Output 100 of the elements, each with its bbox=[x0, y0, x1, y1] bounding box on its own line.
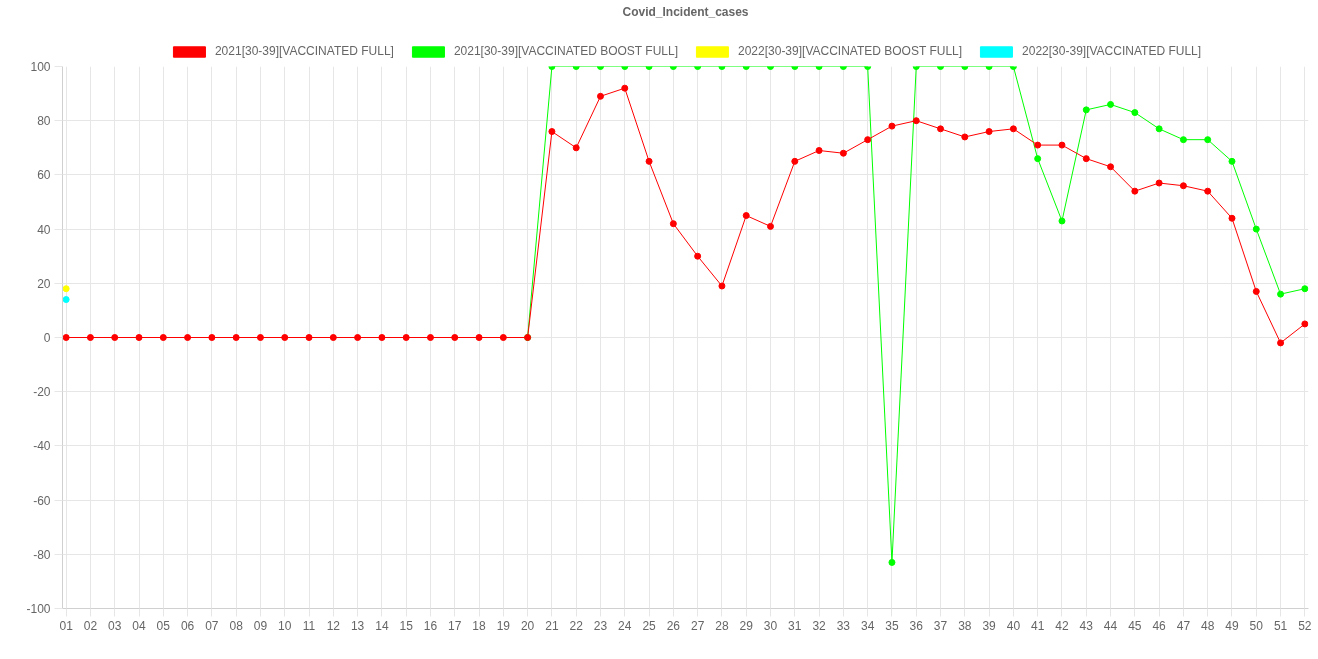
x-tick-label: 16 bbox=[423, 618, 438, 633]
x-tick-label: 27 bbox=[690, 618, 705, 633]
point bbox=[1155, 125, 1163, 133]
x-tick-label: 42 bbox=[1055, 618, 1069, 633]
y-tick-label: -20 bbox=[33, 385, 51, 400]
point bbox=[1009, 125, 1017, 133]
point bbox=[1034, 141, 1042, 149]
x-tick-label: 18 bbox=[472, 618, 487, 633]
point bbox=[1179, 136, 1187, 144]
x-tick-label: 10 bbox=[278, 618, 292, 633]
point bbox=[742, 212, 750, 220]
point bbox=[184, 334, 192, 341]
legend-label: 2021[30-39][VACCINATED FULL] bbox=[214, 44, 394, 58]
x-tick-label: 12 bbox=[326, 618, 341, 633]
point bbox=[669, 220, 677, 228]
x-tick-label: 40 bbox=[1006, 618, 1021, 633]
x-tick-label: 22 bbox=[569, 618, 584, 633]
x-tick-label: 07 bbox=[205, 618, 219, 633]
x-tick-label: 48 bbox=[1201, 618, 1215, 633]
legend-label: 2022[30-39][VACCINATED BOOST FULL] bbox=[738, 44, 963, 58]
x-tick-label: 04 bbox=[132, 618, 147, 633]
point bbox=[1107, 100, 1115, 108]
x-tick-label: 13 bbox=[350, 618, 365, 633]
point bbox=[621, 84, 629, 92]
y-tick-label: -80 bbox=[33, 547, 51, 562]
point bbox=[305, 334, 313, 341]
x-tick-label: 03 bbox=[108, 618, 122, 633]
x-tick-label: 35 bbox=[885, 618, 899, 633]
x-tick-label: 09 bbox=[253, 618, 268, 633]
x-tick-label: 38 bbox=[958, 618, 972, 633]
x-tick-label: 05 bbox=[156, 618, 171, 633]
x-tick-label: 50 bbox=[1249, 618, 1264, 633]
x-tick-label: 31 bbox=[788, 618, 802, 633]
point bbox=[1155, 179, 1163, 187]
point bbox=[402, 334, 410, 341]
point bbox=[62, 334, 70, 341]
point bbox=[1204, 136, 1212, 144]
point bbox=[256, 334, 264, 341]
x-tick-label: 20 bbox=[520, 618, 535, 633]
point bbox=[1228, 214, 1236, 222]
point bbox=[86, 334, 94, 341]
point bbox=[329, 334, 337, 341]
y-tick-label: 20 bbox=[37, 276, 51, 291]
point bbox=[888, 558, 896, 566]
point bbox=[1252, 287, 1260, 295]
point bbox=[1058, 217, 1066, 225]
y-tick-label: 100 bbox=[30, 60, 51, 74]
x-tick-label: 37 bbox=[933, 618, 948, 633]
point bbox=[499, 334, 507, 341]
point bbox=[159, 334, 167, 341]
x-tick-label: 52 bbox=[1298, 618, 1312, 633]
y-tick-label: -100 bbox=[26, 602, 51, 616]
point bbox=[426, 334, 434, 341]
x-tick-label: 29 bbox=[739, 618, 754, 633]
x-tick-label: 23 bbox=[593, 618, 608, 633]
x-tick-label: 43 bbox=[1079, 618, 1094, 633]
x-tick-label: 46 bbox=[1152, 618, 1167, 633]
point bbox=[1277, 339, 1285, 347]
x-tick-label: 19 bbox=[496, 618, 511, 633]
x-tick-label: 47 bbox=[1176, 618, 1191, 633]
point bbox=[378, 334, 386, 341]
point bbox=[912, 117, 920, 125]
x-tick-label: 45 bbox=[1128, 618, 1142, 633]
legend-label: 2022[30-39][VACCINATED FULL] bbox=[1022, 44, 1202, 58]
point bbox=[281, 334, 289, 341]
point bbox=[1131, 109, 1139, 117]
point bbox=[232, 334, 240, 341]
point bbox=[1228, 157, 1236, 165]
x-tick-label: 08 bbox=[229, 618, 244, 633]
x-tick-label: 49 bbox=[1225, 618, 1239, 633]
point bbox=[548, 128, 556, 136]
point bbox=[1301, 320, 1309, 328]
point bbox=[1301, 285, 1309, 293]
x-tick-label: 32 bbox=[812, 618, 827, 633]
point bbox=[1179, 182, 1187, 190]
point bbox=[937, 125, 945, 133]
point bbox=[572, 144, 580, 152]
point bbox=[985, 128, 993, 136]
y-tick-label: 40 bbox=[37, 222, 51, 237]
y-tick-label: -40 bbox=[33, 439, 51, 454]
y-tick-label: 0 bbox=[43, 331, 51, 345]
x-tick-label: 26 bbox=[666, 618, 681, 633]
point bbox=[62, 285, 70, 293]
point bbox=[1034, 155, 1042, 163]
point bbox=[1204, 187, 1212, 195]
point bbox=[815, 147, 823, 154]
x-tick-label: 28 bbox=[715, 618, 729, 633]
point bbox=[135, 334, 143, 341]
x-tick-label: 14 bbox=[375, 618, 389, 633]
point bbox=[1131, 187, 1139, 195]
x-tick-label: 33 bbox=[836, 618, 851, 633]
x-tick-label: 02 bbox=[83, 618, 98, 633]
point bbox=[864, 136, 872, 144]
x-tick-label: 25 bbox=[642, 618, 657, 633]
point bbox=[354, 334, 362, 341]
x-tick-label: 41 bbox=[1031, 618, 1045, 633]
x-tick-label: 30 bbox=[763, 618, 778, 633]
point bbox=[1252, 225, 1260, 233]
point bbox=[596, 92, 604, 100]
point bbox=[718, 282, 726, 290]
